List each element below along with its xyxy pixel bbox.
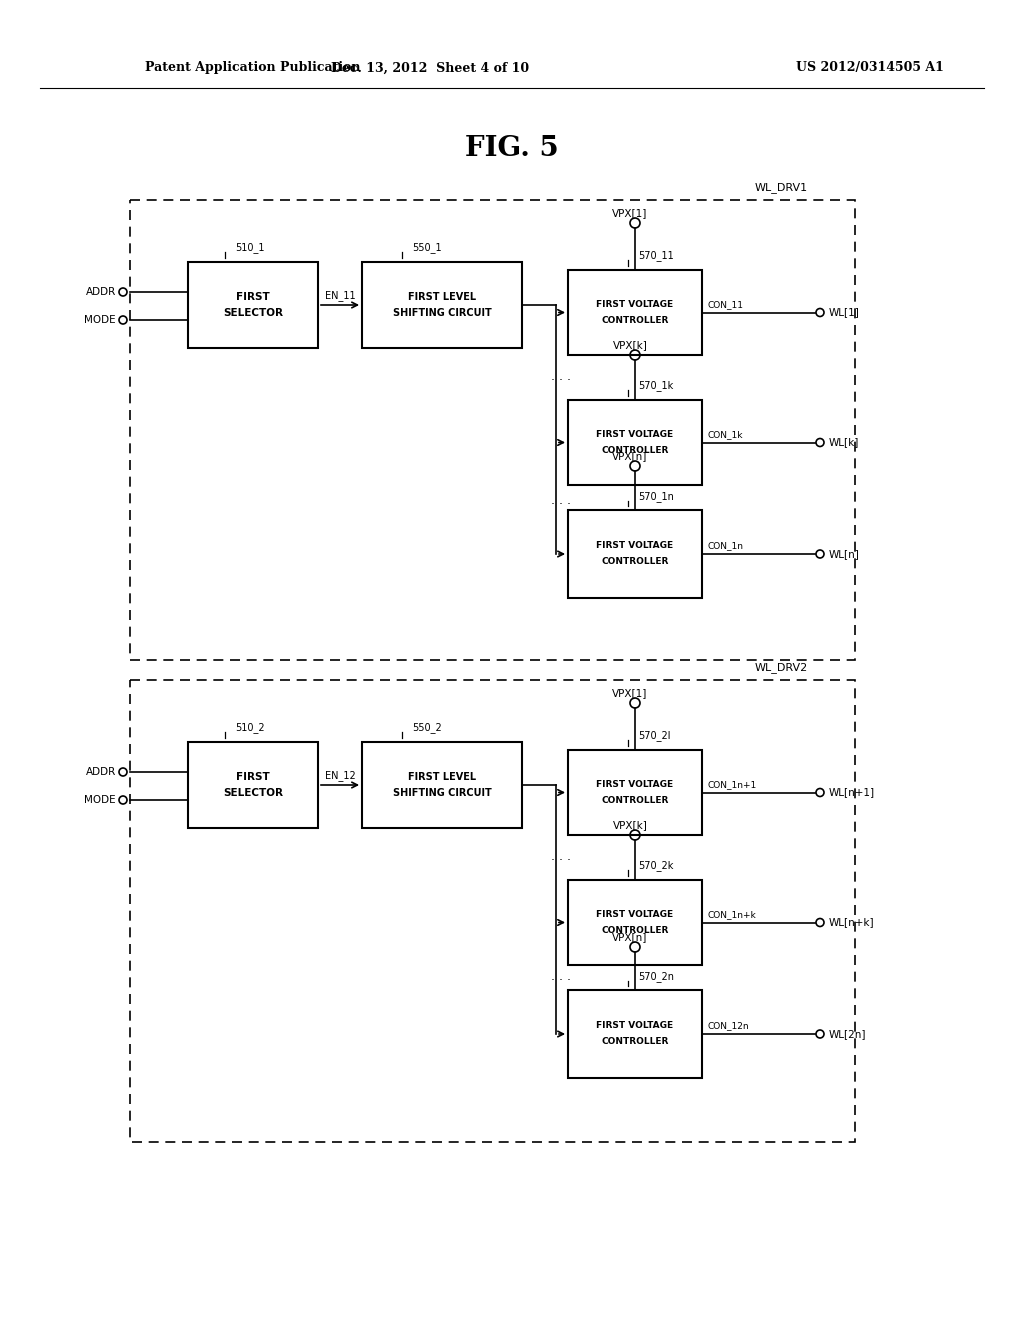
Bar: [130, 680, 855, 1142]
Text: FIRST VOLTAGE: FIRST VOLTAGE: [596, 300, 674, 309]
Text: CON_12n: CON_12n: [707, 1022, 749, 1031]
Text: CONTROLLER: CONTROLLER: [601, 315, 669, 325]
Text: FIRST VOLTAGE: FIRST VOLTAGE: [596, 430, 674, 440]
Bar: [568, 880, 702, 965]
Bar: [568, 271, 702, 355]
Text: CON_1n+1: CON_1n+1: [707, 780, 757, 789]
Text: CON_1n: CON_1n: [707, 541, 743, 550]
Text: VPX[n]: VPX[n]: [612, 451, 648, 461]
Text: WL[n]: WL[n]: [829, 549, 860, 558]
Text: 550_2: 550_2: [412, 722, 441, 734]
Text: WL[2n]: WL[2n]: [829, 1030, 866, 1039]
Text: FIRST VOLTAGE: FIRST VOLTAGE: [596, 541, 674, 550]
Text: FIRST VOLTAGE: FIRST VOLTAGE: [596, 1022, 674, 1031]
Text: WL_DRV2: WL_DRV2: [755, 663, 808, 673]
Text: SHIFTING CIRCUIT: SHIFTING CIRCUIT: [392, 308, 492, 318]
Bar: [362, 261, 522, 348]
Text: 510_1: 510_1: [234, 243, 264, 253]
Text: CONTROLLER: CONTROLLER: [601, 927, 669, 935]
Text: . . .: . . .: [551, 494, 571, 507]
Bar: [130, 201, 855, 660]
Text: CONTROLLER: CONTROLLER: [601, 796, 669, 805]
Text: VPX[1]: VPX[1]: [612, 688, 648, 698]
Text: FIRST VOLTAGE: FIRST VOLTAGE: [596, 780, 674, 789]
Bar: [568, 510, 702, 598]
Text: WL[k]: WL[k]: [829, 437, 859, 447]
Text: FIRST: FIRST: [237, 772, 270, 781]
Text: 570_11: 570_11: [638, 251, 674, 261]
Text: FIRST LEVEL: FIRST LEVEL: [408, 292, 476, 302]
Text: ADDR: ADDR: [86, 767, 116, 777]
Text: EN_12: EN_12: [325, 771, 355, 781]
Text: . . .: . . .: [551, 970, 571, 983]
Text: CONTROLLER: CONTROLLER: [601, 1038, 669, 1047]
Text: WL[n+1]: WL[n+1]: [829, 788, 876, 797]
Text: VPX[k]: VPX[k]: [612, 820, 647, 830]
Bar: [362, 742, 522, 828]
Bar: [568, 990, 702, 1078]
Text: Patent Application Publication: Patent Application Publication: [145, 62, 360, 74]
Text: 570_1k: 570_1k: [638, 380, 673, 392]
Text: 570_2l: 570_2l: [638, 730, 671, 742]
Bar: [188, 742, 318, 828]
Text: VPX[1]: VPX[1]: [612, 209, 648, 218]
Text: 510_2: 510_2: [234, 722, 264, 734]
Text: WL[1]: WL[1]: [829, 308, 860, 318]
Text: WL_DRV1: WL_DRV1: [755, 182, 808, 194]
Text: CON_11: CON_11: [707, 300, 743, 309]
Text: SELECTOR: SELECTOR: [223, 308, 283, 318]
Text: ADDR: ADDR: [86, 286, 116, 297]
Text: WL[n+k]: WL[n+k]: [829, 917, 874, 928]
Text: VPX[k]: VPX[k]: [612, 341, 647, 350]
Text: . . .: . . .: [551, 850, 571, 863]
Text: VPX[n]: VPX[n]: [612, 932, 648, 942]
Text: 550_1: 550_1: [412, 243, 441, 253]
Text: Dec. 13, 2012  Sheet 4 of 10: Dec. 13, 2012 Sheet 4 of 10: [331, 62, 529, 74]
Bar: [568, 750, 702, 836]
Text: 570_2k: 570_2k: [638, 861, 674, 871]
Text: CON_1k: CON_1k: [707, 430, 742, 440]
Text: FIRST LEVEL: FIRST LEVEL: [408, 772, 476, 781]
Text: US 2012/0314505 A1: US 2012/0314505 A1: [796, 62, 944, 74]
Text: SHIFTING CIRCUIT: SHIFTING CIRCUIT: [392, 788, 492, 799]
Text: CONTROLLER: CONTROLLER: [601, 557, 669, 566]
Bar: [188, 261, 318, 348]
Text: MODE: MODE: [84, 795, 116, 805]
Text: FIRST VOLTAGE: FIRST VOLTAGE: [596, 909, 674, 919]
Text: FIG. 5: FIG. 5: [465, 135, 559, 161]
Text: CON_1n+k: CON_1n+k: [707, 909, 756, 919]
Text: 570_2n: 570_2n: [638, 972, 674, 982]
Text: SELECTOR: SELECTOR: [223, 788, 283, 799]
Text: 570_1n: 570_1n: [638, 491, 674, 503]
Text: MODE: MODE: [84, 315, 116, 325]
Text: . . .: . . .: [551, 371, 571, 384]
Text: CONTROLLER: CONTROLLER: [601, 446, 669, 455]
Text: EN_11: EN_11: [325, 290, 355, 301]
Text: FIRST: FIRST: [237, 292, 270, 302]
Bar: [568, 400, 702, 484]
